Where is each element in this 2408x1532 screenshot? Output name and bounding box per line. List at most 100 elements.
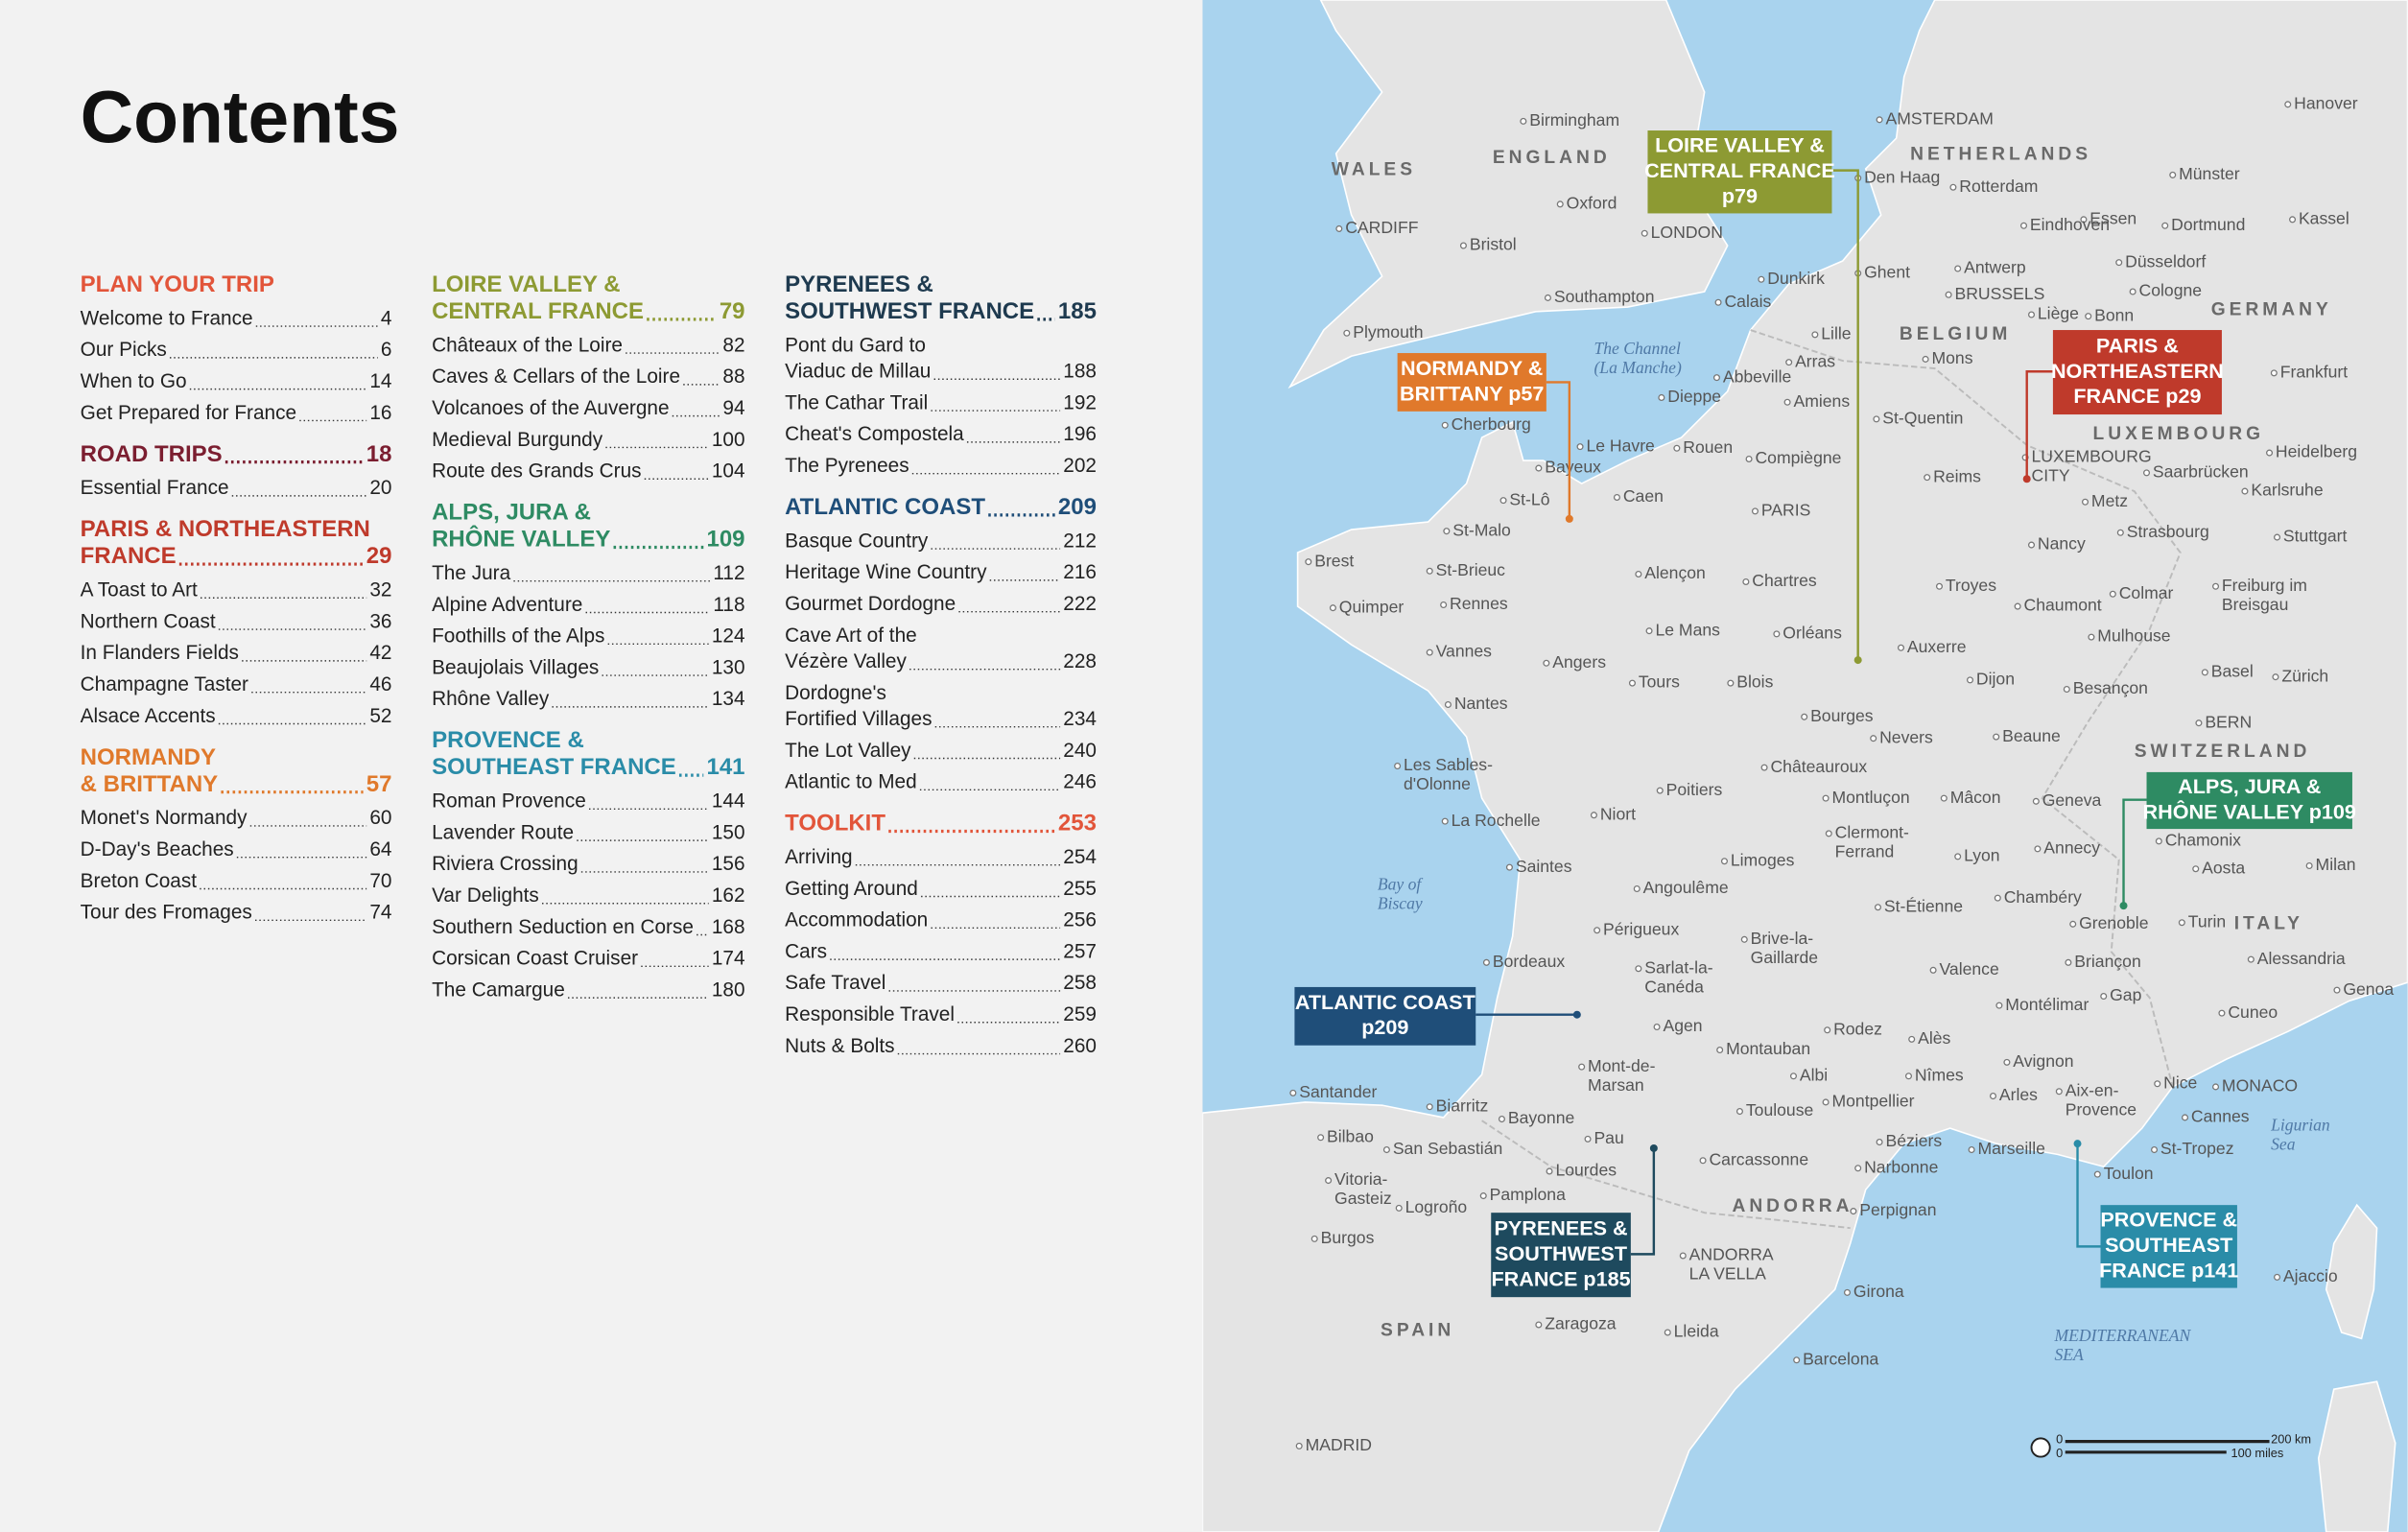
entry-title: Heritage Wine Country	[785, 561, 987, 583]
city-label: Basel	[2211, 662, 2254, 681]
city-label: Zürich	[2281, 666, 2328, 685]
callout-label: NORMANDY &	[1401, 356, 1543, 380]
city-label: Marsan	[1588, 1075, 1644, 1095]
city-dot	[1742, 577, 1750, 585]
city-dot	[2272, 673, 2279, 681]
city-label: Montélimar	[2005, 995, 2089, 1014]
city-label: Metz	[2091, 491, 2128, 510]
city-dot	[1394, 762, 1402, 770]
city-label: Carcassonne	[1709, 1149, 1808, 1168]
city-label: Rotterdam	[1959, 177, 2038, 196]
callout-label: PARIS &	[2096, 333, 2179, 357]
entry-title: Route des Grands Crus	[432, 460, 641, 483]
city-label: Dieppe	[1667, 387, 1721, 406]
city-label: Toulon	[2104, 1164, 2154, 1183]
callout-dot	[2119, 902, 2128, 910]
entry-title: Monet's Normandy	[81, 807, 248, 829]
city-dot	[1870, 735, 1877, 742]
entry-title: Var Delights	[432, 884, 539, 907]
callout-leader	[1831, 169, 1859, 661]
city-label: Biarritz	[1436, 1096, 1489, 1115]
city-label: Toulouse	[1746, 1100, 1813, 1120]
entry-title: Volcanoes of the Auvergne	[432, 397, 669, 419]
entry-title: Gourmet Dordogne	[785, 593, 956, 615]
city-label: Bilbao	[1327, 1126, 1374, 1145]
city-label: d'Olonne	[1404, 774, 1471, 793]
entry-page: 234	[1063, 708, 1097, 730]
city-dot	[1441, 817, 1449, 825]
city-label: Alès	[1918, 1028, 1950, 1048]
section-title: RHÔNE VALLEY	[432, 526, 610, 553]
city-dot	[1876, 1139, 1883, 1146]
section-title: SOUTHEAST FRANCE	[432, 754, 676, 780]
callout-leader	[1630, 1147, 1656, 1256]
city-dot	[1954, 853, 1962, 860]
city-dot	[2019, 222, 2028, 229]
city-label: LONDON	[1651, 223, 1723, 242]
city-label: AMSTERDAM	[1885, 108, 1993, 128]
city-label: Bordeaux	[1493, 952, 1566, 971]
scale-label: 0	[2056, 1446, 2063, 1460]
entry-title: Essential France	[81, 477, 229, 499]
city-dot	[1656, 787, 1664, 794]
city-dot	[1935, 582, 1944, 590]
entry-title: Rhône Valley	[432, 688, 550, 710]
city-label: Gaillarde	[1751, 948, 1818, 967]
city-label: St-Lô	[1509, 489, 1549, 508]
callout-leader	[2025, 370, 2053, 480]
city-label: Düsseldorf	[2125, 251, 2206, 271]
callout-leader	[2122, 798, 2147, 907]
city-dot	[2034, 845, 2042, 853]
city-dot	[1843, 1288, 1852, 1296]
city-label: Bayonne	[1508, 1108, 1574, 1127]
city-label: Chambéry	[2004, 887, 2082, 907]
city-dot	[1499, 497, 1507, 505]
city-label: Lleida	[1674, 1322, 1719, 1341]
city-label: Marseille	[1978, 1139, 2045, 1158]
city-dot	[1641, 229, 1648, 237]
city-label: Quimper	[1339, 597, 1405, 616]
callout-box	[2146, 771, 2352, 830]
city-dot	[2218, 1009, 2226, 1017]
city-label: Alessandria	[2257, 949, 2346, 968]
city-label: Freiburg im	[2222, 576, 2307, 595]
city-label: Bourges	[1810, 706, 1874, 725]
city-dot	[2116, 529, 2124, 536]
city-dot	[1989, 1093, 1997, 1100]
entry-title: Pont du Gard to	[785, 334, 926, 356]
city-label: Blois	[1736, 672, 1773, 692]
city-label: Breisgau	[2222, 595, 2288, 614]
city-dot	[1714, 298, 1722, 306]
city-dot	[1994, 894, 2001, 902]
callout-box	[2100, 1205, 2237, 1288]
city-label: Annecy	[2043, 838, 2100, 858]
city-dot	[1664, 1329, 1671, 1336]
city-label: BRUSSELS	[1954, 284, 2044, 303]
city-label: Provence	[2066, 1099, 2137, 1119]
city-dot	[1720, 858, 1728, 865]
region-label: ITALY	[2234, 913, 2303, 933]
city-label: Frankfurt	[2280, 363, 2349, 382]
city-label: Dijon	[1976, 670, 2015, 689]
entry-title: Corsican Coast Cruiser	[432, 948, 638, 970]
city-dot	[1727, 679, 1735, 687]
city-dot	[2088, 633, 2095, 641]
region-label: ENGLAND	[1493, 148, 1611, 168]
city-dot	[1922, 355, 1929, 363]
city-label: Münster	[2179, 164, 2240, 183]
city-label: Béziers	[1885, 1131, 1942, 1150]
city-dot	[1317, 1134, 1325, 1142]
city-dot	[1395, 1204, 1403, 1212]
entry-page: 4	[381, 307, 392, 329]
section-page: 109	[706, 527, 744, 553]
city-label: Troyes	[1946, 576, 1996, 595]
city-dot	[1758, 275, 1765, 283]
section-title: NORMANDY	[81, 744, 216, 770]
city-dot	[2027, 541, 2036, 549]
city-dot	[1854, 1165, 1862, 1172]
land-corsica	[2325, 1203, 2378, 1340]
city-dot	[1305, 558, 1312, 566]
city-dot	[1459, 242, 1467, 249]
city-label: Nîmes	[1915, 1065, 1964, 1084]
city-dot	[1295, 1442, 1303, 1450]
